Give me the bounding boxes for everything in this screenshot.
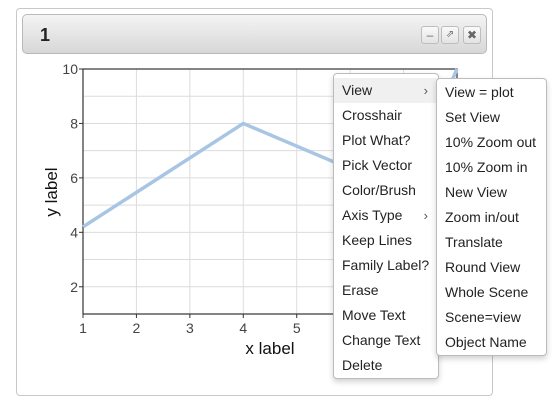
submenu-item-10-zoom-out[interactable]: 10% Zoom out [445, 134, 537, 150]
submenu-item-round-view[interactable]: Round View [445, 259, 521, 275]
x-axis-label: x label [245, 339, 294, 358]
menu-item-label: Change Text [342, 332, 421, 348]
menu-item-pick-vector[interactable]: Pick Vector [334, 153, 438, 178]
menu-item-label: Delete [342, 357, 383, 373]
submenu-item-view-plot[interactable]: View = plot [445, 84, 514, 100]
window-title: 1 [40, 25, 51, 45]
popout-icon[interactable]: ⇗ [441, 26, 459, 44]
menu-item-axis-type[interactable]: Axis Type › [334, 203, 438, 228]
y-tick-labels: 2 4 6 8 10 [62, 61, 83, 295]
x-tick-label: 3 [186, 320, 194, 336]
x-tick-label: 2 [133, 320, 141, 336]
menu-item-delete[interactable]: Delete [334, 353, 438, 378]
submenu-item-set-view[interactable]: Set View [445, 109, 500, 125]
menu-item-label: Pick Vector [342, 157, 413, 173]
menu-item-plot-what[interactable]: Plot What? [334, 128, 438, 153]
menu-item-label: Plot What? [342, 132, 411, 148]
chevron-right-icon: › [423, 83, 428, 98]
y-tick-label: 2 [70, 279, 78, 295]
submenu-item-new-view[interactable]: New View [445, 184, 507, 200]
menu-item-label: Keep Lines [342, 232, 413, 248]
minimize-icon[interactable]: – [421, 26, 439, 44]
view-submenu: View = plot Set View 10% Zoom out 10% Zoom … [436, 78, 547, 356]
submenu-item-object-name[interactable]: Object Name [445, 334, 527, 350]
x-tick-label: 1 [79, 320, 87, 336]
menu-item-change-text[interactable]: Change Text [334, 328, 438, 353]
menu-item-view[interactable]: View › [334, 78, 438, 103]
x-tick-label: 5 [293, 320, 301, 336]
submenu-item-translate[interactable]: Translate [445, 234, 503, 250]
context-menu: View › Crosshair Plot What? Pick Vector Color… [333, 73, 439, 379]
menu-item-keep-lines[interactable]: Keep Lines [334, 228, 438, 253]
y-tick-label: 6 [70, 170, 78, 186]
close-icon[interactable]: ✖ [463, 26, 481, 44]
menu-item-family-label[interactable]: Family Label? [334, 253, 438, 278]
menu-item-color-brush[interactable]: Color/Brush [334, 178, 438, 203]
y-tick-label: 10 [62, 61, 78, 77]
window-titlebar[interactable]: 1 – ⇗ ✖ [22, 14, 487, 54]
menu-item-erase[interactable]: Erase [334, 278, 438, 303]
menu-item-label: Family Label? [342, 257, 430, 273]
menu-item-label: Color/Brush [342, 182, 416, 198]
y-tick-label: 4 [70, 224, 78, 240]
menu-item-label: Move Text [342, 307, 406, 323]
menu-item-label: View [342, 82, 373, 98]
chevron-right-icon: › [423, 208, 428, 223]
menu-item-label: Axis Type [342, 207, 403, 223]
submenu-item-zoom-in-out[interactable]: Zoom in/out [445, 209, 519, 225]
x-tick-label: 4 [239, 320, 247, 336]
submenu-item-whole-scene[interactable]: Whole Scene [445, 284, 529, 300]
y-axis-label: y label [42, 167, 61, 216]
menu-item-move-text[interactable]: Move Text [334, 303, 438, 328]
menu-item-label: Erase [342, 282, 379, 298]
submenu-item-scene-view[interactable]: Scene=view [445, 309, 521, 325]
menu-item-label: Crosshair [342, 107, 402, 123]
submenu-item-10-zoom-in[interactable]: 10% Zoom in [445, 159, 528, 175]
menu-item-crosshair[interactable]: Crosshair [334, 103, 438, 128]
y-tick-label: 8 [70, 115, 78, 131]
